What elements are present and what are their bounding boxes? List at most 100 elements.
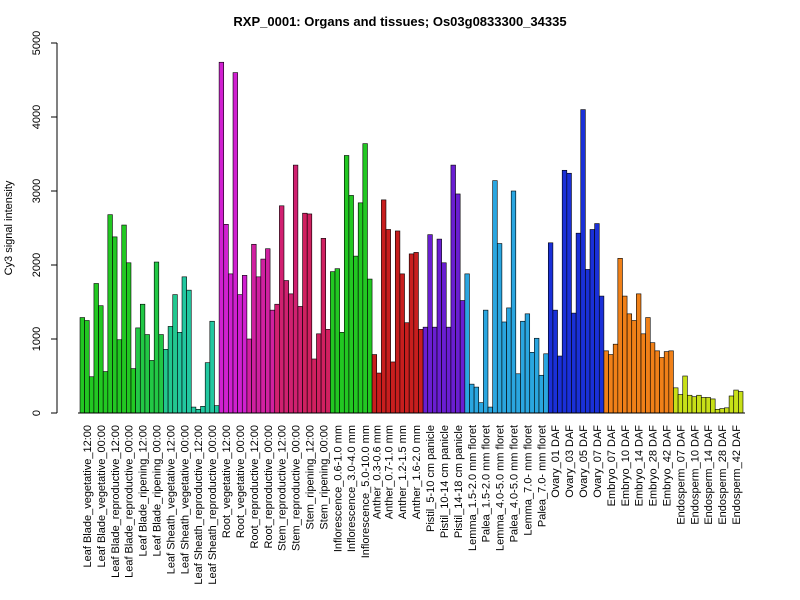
x-tick-label: Embryo_07 DAF (606, 425, 618, 507)
bar-17-2 (325, 329, 331, 414)
bar-21-1 (376, 372, 382, 414)
x-tick-label: Stem_reproductive_00:00 (291, 425, 303, 551)
bar-27-0 (450, 164, 456, 414)
bar-4-1 (139, 303, 146, 414)
x-tick-label: Lemma_1.5-2.0 mm floret (467, 425, 479, 551)
bar-5-2 (158, 334, 164, 414)
bar-2-1 (112, 236, 118, 414)
bar-19-0 (343, 155, 350, 414)
bar-31-2 (515, 373, 521, 414)
bar-10-0 (218, 61, 225, 414)
bar-3-1 (126, 262, 132, 414)
x-tick-label: Endosperm_14 DAF (703, 425, 715, 525)
bar-42-0 (659, 357, 665, 414)
bar-39-1 (622, 295, 628, 414)
bar-37-1 (594, 223, 600, 414)
bar-32-2 (529, 352, 535, 414)
x-tick-label: Leaf Blade_vegetative_00:00 (96, 425, 108, 568)
bar-34-2 (557, 355, 563, 414)
bar-43-0 (673, 387, 679, 414)
bar-19-2 (353, 255, 359, 414)
y-tick-label: 0 (31, 410, 43, 416)
bar-33-1 (538, 374, 544, 414)
bar-44-2 (696, 394, 702, 414)
x-tick-label: Anther_1.2-1.5 mm (397, 425, 409, 519)
bar-27-2 (459, 300, 466, 414)
x-tick-label: Pistil_5-10 cm panicle (425, 425, 437, 532)
bar-6-2 (172, 294, 178, 414)
bar-14-0 (274, 303, 280, 414)
bar-20-1 (362, 143, 368, 414)
x-tick-label: Leaf Blade_ripening_12:00 (138, 425, 150, 557)
bar-32-0 (520, 320, 526, 414)
x-tick-label: Pistil_10-14 cm panicle (439, 425, 451, 538)
bar-8-1 (195, 408, 201, 414)
bar-44-1 (691, 396, 697, 414)
x-tick-label: Inflorescence_5.0-10.0 mm (360, 425, 372, 558)
chart-title: RXP_0001: Organs and tissues; Os03g08333… (233, 14, 566, 29)
bar-14-1 (279, 205, 285, 414)
x-tick-label: Anther_0.3-0.6 mm (372, 425, 384, 519)
bar-23-2 (404, 322, 410, 414)
x-tick-label: Palea_1.5-2.0 mm floret (481, 425, 493, 542)
bar-24-2 (418, 329, 424, 414)
x-tick-label: Stem_reproductive_12:00 (277, 425, 289, 551)
bar-36-2 (585, 269, 591, 414)
bar-28-1 (469, 383, 475, 414)
x-tick-label: Root_reproductive_00:00 (263, 425, 275, 549)
x-tick-label: Embryo_10 DAF (620, 425, 632, 507)
bar-12-0 (246, 338, 252, 414)
bar-4-2 (144, 334, 150, 414)
bar-30-0 (492, 180, 498, 414)
bar-15-2 (297, 306, 303, 414)
bar-35-2 (571, 312, 577, 414)
bar-14-2 (283, 280, 289, 414)
bar-5-0 (149, 360, 155, 414)
bar-43-1 (677, 394, 684, 414)
x-tick-label: Anther_1.6-2.0 mm (411, 425, 423, 519)
bar-5-1 (153, 261, 160, 414)
bar-31-1 (510, 190, 517, 414)
bar-0-2 (88, 376, 95, 414)
x-tick-label: Stem_ripening_12:00 (305, 425, 317, 530)
bar-19-1 (348, 195, 354, 414)
bar-16-1 (306, 213, 313, 414)
bar-38-0 (603, 350, 609, 414)
bar-34-1 (552, 309, 558, 414)
bar-37-0 (589, 229, 595, 414)
bar-42-2 (668, 350, 674, 414)
x-tick-label: Leaf Sheath_vegetative_12:00 (165, 425, 177, 574)
bar-20-0 (357, 202, 364, 414)
bar-38-2 (612, 343, 619, 414)
bar-35-1 (566, 172, 572, 414)
bar-0-1 (84, 320, 90, 414)
bars (78, 61, 745, 414)
x-tick-label: Embryo_14 DAF (634, 425, 646, 507)
bar-28-0 (464, 273, 470, 414)
bar-39-0 (617, 258, 623, 414)
bar-41-0 (645, 317, 651, 414)
bar-30-1 (496, 243, 503, 414)
bar-11-0 (232, 72, 238, 414)
bar-22-1 (385, 229, 391, 414)
x-tick-label: Pistil_14-18 cm panicle (453, 425, 465, 538)
x-tick-label: Ovary_05 DAF (578, 425, 590, 498)
bar-3-0 (121, 224, 127, 414)
y-tick-label: 5000 (31, 31, 43, 55)
bar-15-1 (292, 164, 299, 414)
bar-2-0 (107, 214, 113, 414)
bar-47-1 (733, 389, 739, 414)
bar-21-0 (371, 354, 378, 414)
bar-29-1 (483, 309, 489, 414)
bar-25-1 (427, 234, 433, 414)
bar-44-0 (687, 394, 693, 414)
bar-22-0 (381, 199, 387, 414)
bar-40-0 (631, 320, 637, 414)
bar-1-1 (98, 305, 104, 414)
bar-46-0 (714, 408, 721, 414)
bar-29-0 (478, 402, 484, 414)
bar-24-1 (413, 252, 419, 414)
x-tick-label: Endosperm_42 DAF (731, 425, 743, 525)
bar-36-1 (580, 109, 586, 414)
bar-18-2 (339, 332, 345, 414)
